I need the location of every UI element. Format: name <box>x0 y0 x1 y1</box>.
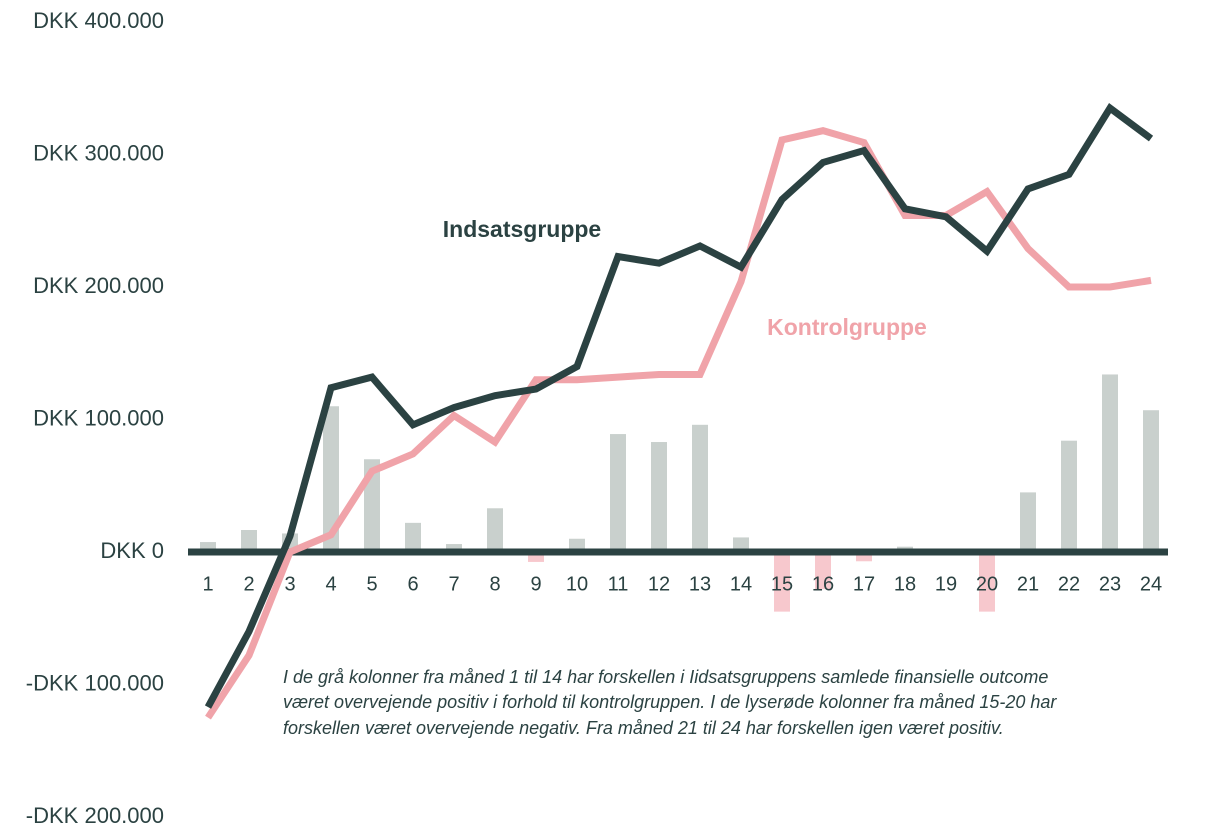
bar <box>815 552 831 590</box>
x-tick-label: 24 <box>1140 573 1162 595</box>
bar <box>733 537 749 552</box>
bar <box>405 522 421 552</box>
x-tick-label: 19 <box>935 573 957 595</box>
bar <box>692 424 708 552</box>
x-tick-label: 10 <box>566 573 588 595</box>
y-tick-label: DKK 0 <box>100 538 164 563</box>
x-tick-label: 6 <box>407 573 418 595</box>
bar <box>487 508 503 552</box>
x-tick-label: 16 <box>812 573 834 595</box>
bar <box>200 542 216 552</box>
y-tick-label: -DKK 200.000 <box>26 803 164 828</box>
x-tick-label: 8 <box>489 573 500 595</box>
x-tick-label: 14 <box>730 573 752 595</box>
note: forskellen været overvejende negativ. Fr… <box>283 718 1004 738</box>
bar <box>528 552 544 562</box>
x-tick-label: 5 <box>366 573 377 595</box>
y-tick-label: DKK 200.000 <box>33 273 164 298</box>
x-tick-label: 7 <box>448 573 459 595</box>
x-tick-label: 11 <box>608 573 629 595</box>
bar <box>241 530 257 552</box>
bar <box>1143 410 1159 552</box>
x-tick-label: 21 <box>1017 573 1039 595</box>
x-tick-label: 9 <box>530 573 541 595</box>
x-tick-label: 1 <box>202 573 213 595</box>
note: været overvejende positiv i forhold til … <box>283 692 1057 712</box>
y-tick-label: DKK 100.000 <box>33 405 164 430</box>
line <box>204 103 1154 709</box>
x-tick-label: 4 <box>325 573 336 595</box>
x-tick-label: 15 <box>771 573 793 595</box>
x-tick-label: 20 <box>976 573 998 595</box>
x-tick-label: 17 <box>853 573 875 595</box>
y-tick-label: DKK 400.000 <box>33 8 164 33</box>
bar <box>323 406 339 552</box>
bar <box>979 552 995 612</box>
series-label: Kontrolgruppe <box>767 314 927 340</box>
bar <box>856 552 872 562</box>
y-tick-label: DKK 300.000 <box>33 140 164 165</box>
bar <box>1102 374 1118 552</box>
bar <box>610 434 626 552</box>
series-label: Indsatsgruppe <box>443 216 601 242</box>
x-tick-label: 3 <box>284 573 295 595</box>
bar <box>446 544 462 552</box>
bar <box>1020 492 1036 552</box>
bar <box>651 442 667 552</box>
y-tick-label: -DKK 100.000 <box>26 670 164 695</box>
x-tick-label: 18 <box>894 573 916 595</box>
x-tick-label: 22 <box>1058 573 1080 595</box>
bar <box>1061 440 1077 552</box>
line <box>205 127 1152 720</box>
note: I de grå kolonner fra måned 1 til 14 har… <box>283 667 1048 687</box>
x-tick-label: 13 <box>689 573 711 595</box>
x-tick-label: 23 <box>1099 573 1121 595</box>
bar <box>774 552 790 612</box>
x-tick-label: 2 <box>243 573 254 595</box>
x-tick-label: 12 <box>648 573 670 595</box>
